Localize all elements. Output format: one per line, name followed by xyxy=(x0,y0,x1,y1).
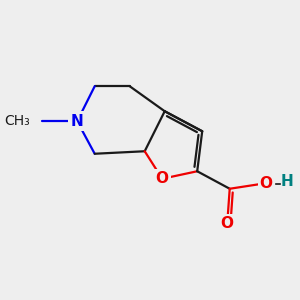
Text: N: N xyxy=(71,114,84,129)
Text: O: O xyxy=(221,216,234,231)
Text: O: O xyxy=(156,171,169,186)
Text: O: O xyxy=(260,176,272,191)
Text: CH₃: CH₃ xyxy=(4,114,30,128)
Text: H: H xyxy=(281,174,294,189)
